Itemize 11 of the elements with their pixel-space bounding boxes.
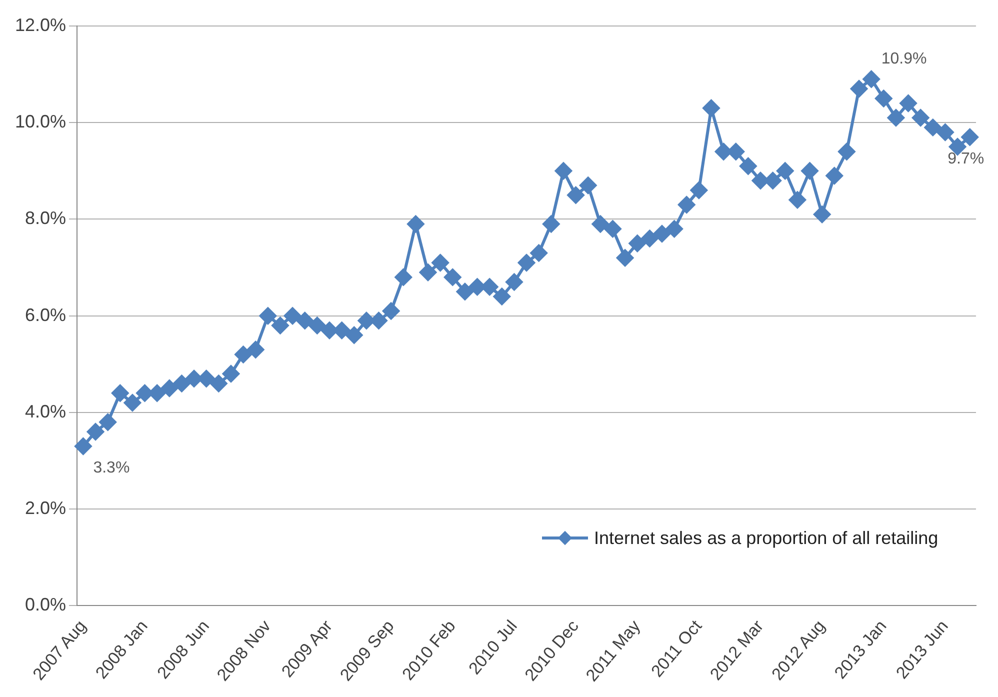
y-tick-label: 4.0% [25, 401, 66, 422]
y-tick-label: 8.0% [25, 208, 66, 228]
data-label: 3.3% [93, 460, 130, 477]
y-tick-label: 10.0% [14, 112, 66, 132]
data-label: 10.9% [881, 50, 927, 68]
legend-label: Internet sales as a proportion of all retailing [594, 528, 938, 549]
data-label: 9.7% [948, 150, 984, 168]
y-tick-label: 6.0% [25, 304, 66, 325]
y-tick-label: 2.0% [25, 498, 66, 518]
y-tick-label: 0.0% [25, 594, 66, 615]
y-tick-label: 12.0% [14, 14, 66, 35]
